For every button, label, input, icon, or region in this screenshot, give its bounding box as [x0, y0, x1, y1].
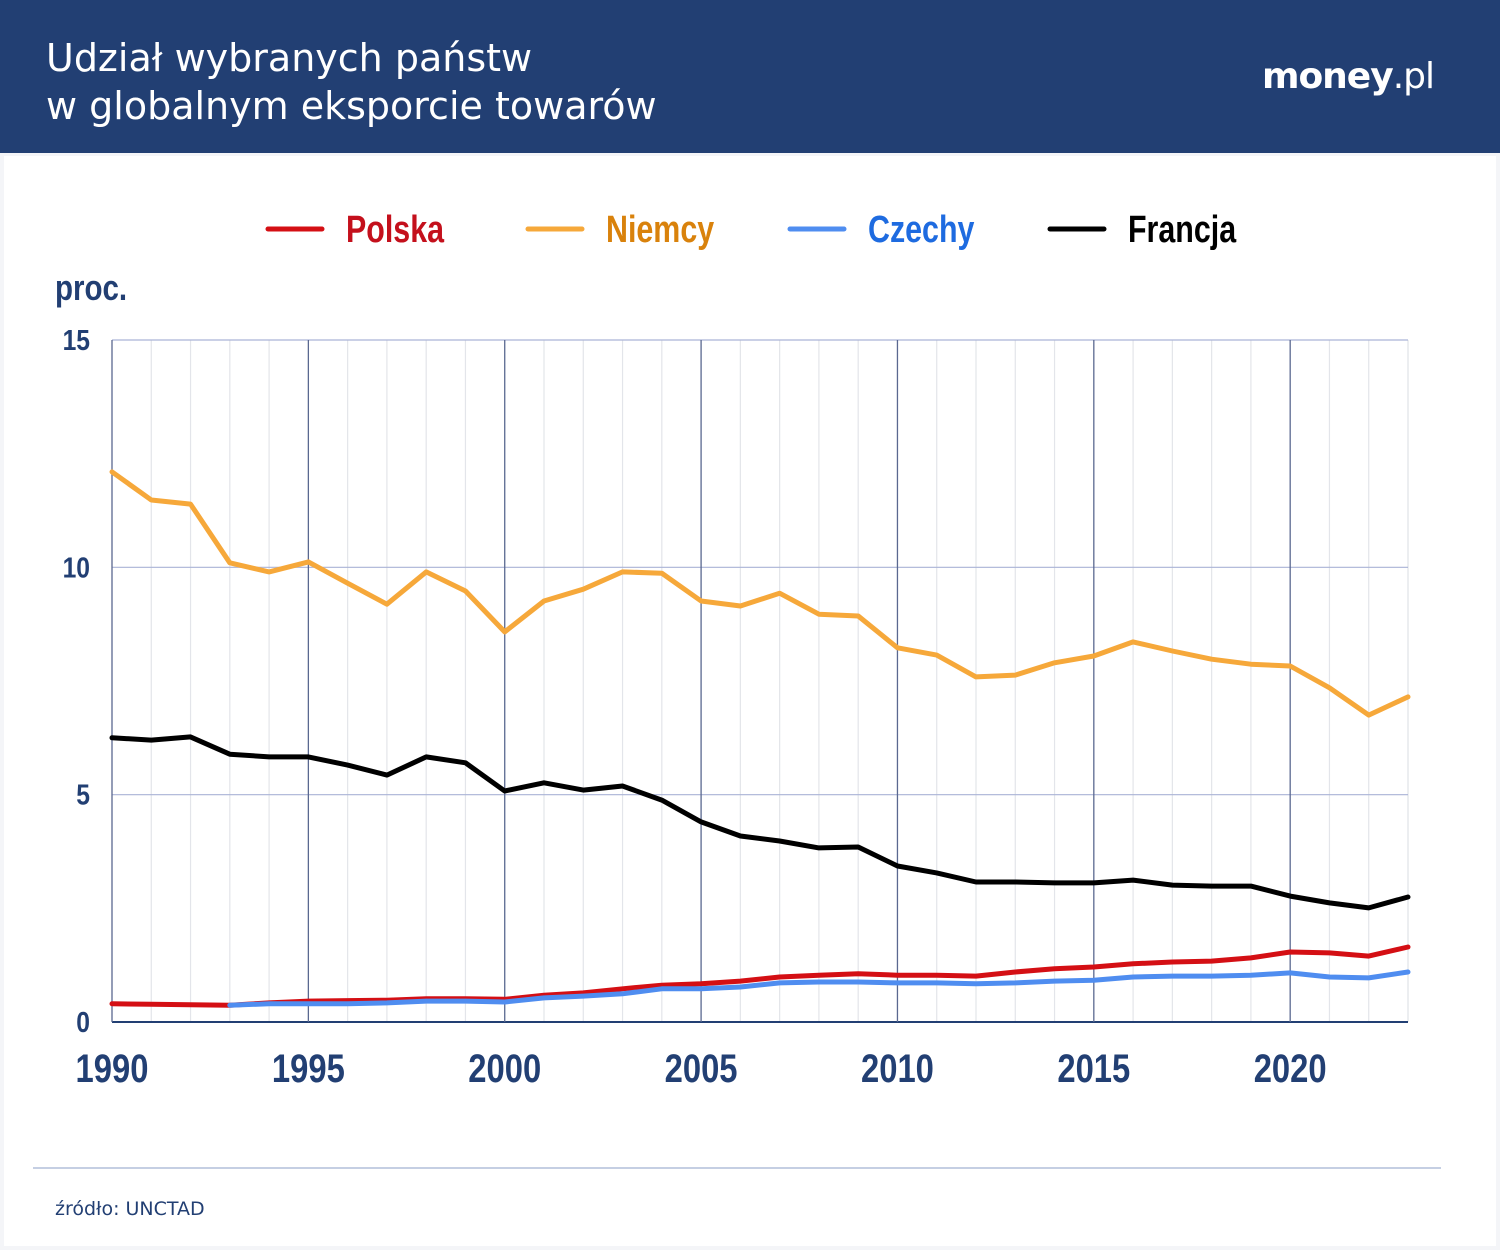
- x-tick-label: 2010: [861, 1046, 934, 1091]
- title-line-1: Udział wybranych państw: [46, 36, 533, 80]
- y-tick-label: 10: [63, 551, 90, 583]
- legend-label-francja: Francja: [1128, 209, 1237, 251]
- series-line-polska: [109, 944, 1411, 1008]
- x-tick-label: 1995: [272, 1046, 345, 1091]
- legend-label-czechy: Czechy: [868, 209, 974, 251]
- money-pl-logo: money.pl: [1261, 56, 1435, 97]
- divider: [33, 1167, 1441, 1169]
- series-line-niemcy: [109, 469, 1411, 718]
- chart-card: [4, 156, 1496, 1246]
- legend-label-polska: Polska: [346, 209, 445, 251]
- series-line-francja: [109, 734, 1411, 911]
- x-tick-label: 2020: [1254, 1046, 1327, 1091]
- x-tick-label: 2000: [468, 1046, 541, 1091]
- y-tick-label: 5: [76, 779, 90, 811]
- title-line-2: w globalnym eksporcie towarów: [46, 84, 657, 128]
- x-tick-label: 2005: [665, 1046, 738, 1091]
- x-tick-label: 2015: [1057, 1046, 1130, 1091]
- y-tick-label: 15: [63, 324, 90, 356]
- header-banner: Udział wybranych państw w globalnym eksp…: [0, 0, 1500, 153]
- series-line-czechy: [227, 969, 1411, 1008]
- y-tick-label: 0: [76, 1006, 90, 1038]
- source-note: źródło: UNCTAD: [55, 1198, 205, 1220]
- x-tick-label: 1990: [76, 1046, 149, 1091]
- y-axis-label: proc.: [55, 267, 127, 307]
- chart-title: Udział wybranych państw w globalnym eksp…: [46, 34, 657, 130]
- legend-label-niemcy: Niemcy: [606, 209, 714, 251]
